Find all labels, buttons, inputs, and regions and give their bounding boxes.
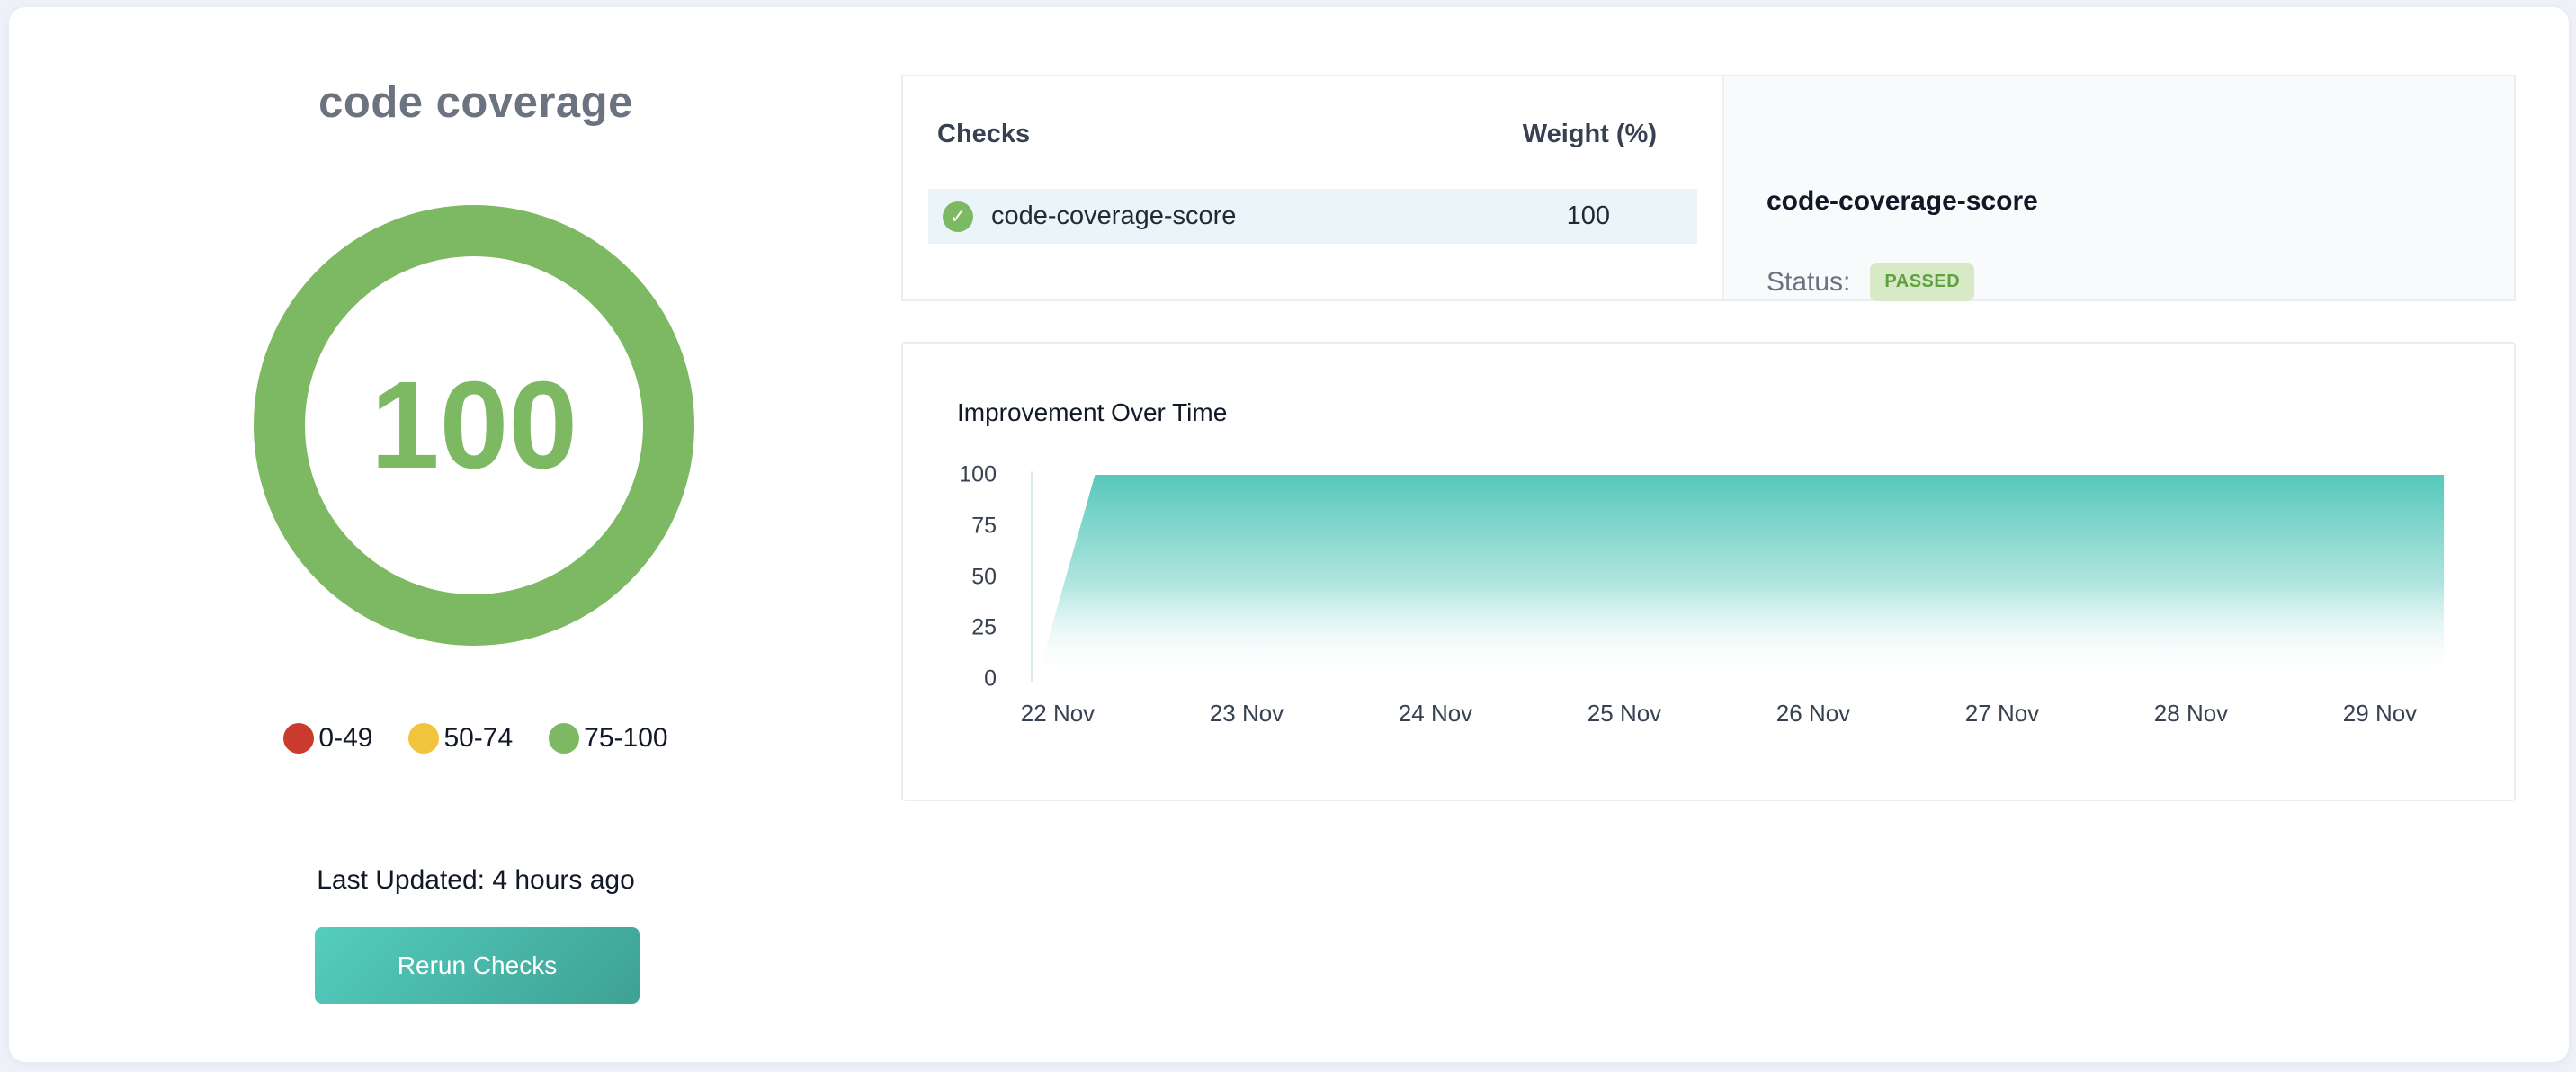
status-badge: PASSED	[1870, 263, 1975, 301]
legend-item-mid: 50-74	[408, 723, 513, 754]
legend-dot-yellow-icon	[408, 723, 440, 754]
x-axis-tick-label: 28 Nov	[2153, 700, 2229, 727]
legend-item-high: 75-100	[549, 723, 668, 754]
status-row: Status: PASSED	[1767, 263, 1975, 301]
weight-column-header: Weight (%)	[1522, 120, 1657, 148]
score-gauge: 100	[254, 205, 694, 646]
chart-y-axis: 100 75 50 25 0	[903, 462, 997, 692]
score-legend: 0-49 50-74 75-100	[71, 723, 881, 754]
improvement-chart-card: Improvement Over Time 100 75 50 25 0 22 Nov 2…	[901, 342, 2516, 801]
checks-column-header: Checks	[937, 120, 1031, 148]
legend-label: 0-49	[318, 723, 373, 753]
legend-item-low: 0-49	[283, 723, 372, 754]
x-axis-tick-label: 27 Nov	[1964, 700, 2040, 727]
table-row[interactable]: ✓ code-coverage-score 100	[928, 189, 1697, 244]
x-axis-tick-label: 24 Nov	[1398, 700, 1473, 727]
checks-table: Checks Weight (%) ✓ code-coverage-score …	[903, 76, 1722, 299]
chart-plot	[1033, 475, 2451, 679]
legend-dot-green-icon	[549, 723, 580, 754]
area-series	[1036, 475, 2445, 679]
y-axis-tick-label: 100	[959, 461, 997, 487]
x-axis-tick-label: 29 Nov	[2342, 700, 2418, 727]
checks-container: Checks Weight (%) ✓ code-coverage-score …	[901, 75, 2516, 301]
y-axis-tick-label: 0	[984, 666, 997, 692]
status-label: Status:	[1767, 266, 1851, 297]
y-axis-tick-label: 75	[971, 513, 997, 539]
score-gauge-value: 100	[370, 356, 578, 495]
legend-label: 50-74	[443, 723, 514, 753]
check-name: code-coverage-score	[991, 201, 1237, 230]
chart-title: Improvement Over Time	[957, 398, 1228, 426]
dashboard-card: code coverage 100 0-49 50-74 75-100 Last…	[9, 7, 2569, 1062]
last-updated-text: Last Updated: 4 hours ago	[317, 865, 635, 895]
legend-label: 75-100	[584, 723, 668, 753]
page-title: code coverage	[318, 78, 633, 127]
chart-x-axis: 22 Nov 23 Nov 24 Nov 25 Nov 26 Nov 27 Nov 28 N…	[1021, 700, 2453, 728]
check-detail-title: code-coverage-score	[1767, 186, 2038, 216]
x-axis-tick-label: 22 Nov	[1020, 700, 1096, 727]
check-weight-value: 100	[1566, 201, 1610, 230]
score-panel: code coverage 100 0-49 50-74 75-100 Last…	[71, 7, 881, 1062]
x-axis-tick-label: 23 Nov	[1209, 700, 1284, 727]
check-circle-icon: ✓	[943, 201, 973, 232]
y-axis-tick-label: 50	[971, 564, 997, 589]
legend-dot-red-icon	[283, 723, 315, 754]
x-axis-tick-label: 25 Nov	[1587, 700, 1662, 727]
y-axis-tick-label: 25	[971, 614, 997, 640]
x-axis-tick-label: 26 Nov	[1775, 700, 1851, 727]
rerun-checks-button[interactable]: Rerun Checks	[315, 927, 640, 1004]
chart-y-axis-line	[1031, 471, 1033, 682]
check-detail-panel: code-coverage-score Status: PASSED	[1722, 76, 2514, 301]
